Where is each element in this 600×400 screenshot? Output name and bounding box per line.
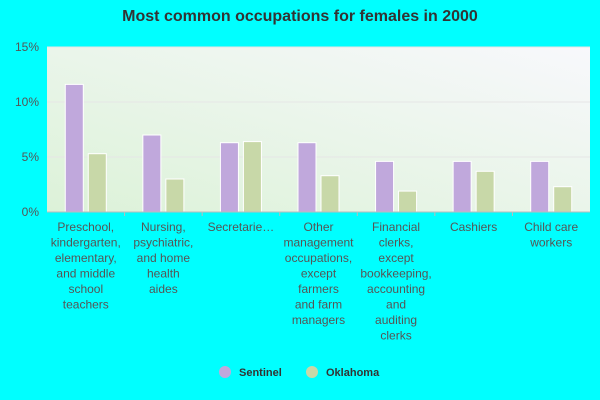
bar-sentinel <box>64 83 84 213</box>
x-category-label: Preschool, kindergarten, elementary, and mi… <box>51 220 121 312</box>
y-tick-label: 0% <box>22 205 40 219</box>
legend-label-sentinel: Sentinel <box>239 367 282 379</box>
bar-oklahoma <box>242 141 262 213</box>
y-tick-label: 10% <box>15 95 39 109</box>
x-category-label: Secretarie… <box>208 220 275 234</box>
x-category-label: Nursing, psychiatric, and home health aides <box>133 220 193 296</box>
bar-oklahoma <box>553 186 573 213</box>
x-category-label: Cashiers <box>450 220 497 234</box>
x-category-label: Financial clerks, except bookkeeping, accoun… <box>360 220 431 343</box>
legend-swatch-oklahoma <box>306 366 318 378</box>
y-tick-label: 5% <box>22 150 40 164</box>
y-tick-label: 15% <box>15 40 39 54</box>
legend-swatch-sentinel <box>219 366 231 378</box>
bar-oklahoma <box>320 175 340 213</box>
bar-oklahoma <box>87 153 107 213</box>
bar-sentinel <box>142 134 162 213</box>
bar-oklahoma <box>398 190 418 213</box>
bar-sentinel <box>297 142 317 213</box>
bar-sentinel <box>452 160 472 213</box>
x-category-label: Other management occupations, except farmers… <box>283 220 354 327</box>
bar-oklahoma <box>475 170 495 213</box>
bar-oklahoma <box>165 178 185 213</box>
plot-area <box>47 47 590 212</box>
bar-sentinel <box>375 160 395 213</box>
legend-label-oklahoma: Oklahoma <box>326 367 380 379</box>
bar-sentinel <box>219 142 239 213</box>
chart-title: Most common occupations for females in 2… <box>122 8 478 25</box>
x-category-label: Child care workers <box>524 220 578 250</box>
bar-sentinel <box>530 160 550 213</box>
